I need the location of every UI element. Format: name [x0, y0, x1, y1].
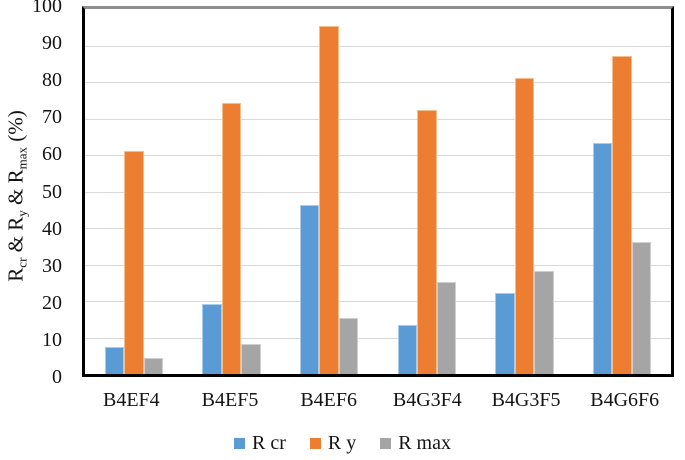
gridline-60	[85, 155, 671, 156]
x-axis-labels: B4EF4 B4EF5 B4EF6 B4G3F4 B4G3F5 B4G6F6	[82, 388, 674, 412]
gridline-80	[85, 82, 671, 83]
x-category-label-b4g3f5: B4G3F5	[491, 389, 561, 411]
bar-group-b4ef4	[85, 9, 183, 374]
gridline-70	[85, 118, 671, 120]
x-category-label-b4ef5: B4EF5	[201, 389, 259, 411]
bar-group-b4g3f5	[476, 9, 574, 374]
legend-label: R max	[398, 432, 451, 454]
bar-group-b4g6f6	[573, 9, 671, 374]
bar-r-cr-b4ef5	[202, 303, 222, 374]
legend-label: R y	[327, 432, 357, 454]
bar-r-y-b4ef4	[124, 150, 144, 374]
bar-r-max-b4ef6	[338, 317, 359, 374]
y-axis-ticks: 0 10 20 30 40 50 60 70 80 90 100	[0, 0, 70, 387]
bar-r-y-b4ef5	[221, 103, 242, 374]
y-tick-label-80: 80	[42, 69, 62, 92]
legend-marker-r-y	[309, 437, 321, 449]
gridline-50	[85, 191, 671, 193]
bar-r-max-b4g3f5	[534, 270, 554, 374]
y-tick-label-100: 100	[32, 0, 62, 17]
y-tick-label-10: 10	[42, 328, 62, 351]
bar-r-y-b4g3f4	[417, 110, 437, 374]
bar-r-max-b4ef4	[143, 358, 164, 374]
y-tick-label-60: 60	[42, 143, 62, 166]
gridline-10	[85, 337, 671, 339]
x-category-label-b4g3f4: B4G3F4	[392, 389, 462, 411]
bar-r-y-b4ef6	[319, 26, 339, 374]
gridline-30	[85, 264, 671, 266]
bar-r-max-b4g6f6	[631, 241, 652, 374]
bar-r-max-b4ef5	[241, 343, 261, 374]
y-tick-label-50: 50	[42, 180, 62, 203]
y-tick-label-30: 30	[42, 254, 62, 277]
legend-marker-r-max	[380, 437, 392, 449]
x-category-label-b4ef6: B4EF6	[300, 389, 358, 411]
legend-marker-r-cr	[233, 437, 245, 449]
y-tick-label-0: 0	[52, 366, 62, 388]
bar-r-cr-b4g3f5	[495, 292, 515, 374]
bar-r-max-b4g3f4	[436, 281, 457, 374]
gridline-90	[85, 45, 671, 47]
bar-r-y-b4g6f6	[612, 55, 632, 374]
bar-r-cr-b4g3f4	[397, 325, 418, 374]
bar-group-b4g3f4	[378, 9, 476, 374]
legend-item-r-y: R y	[309, 432, 357, 454]
gridline-20	[85, 301, 671, 302]
bar-r-cr-b4ef6	[299, 205, 320, 374]
legend-item-r-cr: R cr	[233, 432, 286, 454]
plot-area	[82, 6, 674, 377]
gridline-40	[85, 228, 671, 229]
bar-groups	[85, 9, 671, 374]
y-tick-label-70: 70	[42, 106, 62, 129]
bar-group-b4ef5	[183, 9, 281, 374]
legend-item-r-max: R max	[380, 432, 451, 454]
bar-r-cr-b4g6f6	[592, 143, 613, 374]
x-category-label-b4g6f6: B4G6F6	[590, 389, 660, 411]
legend: R cr R y R max	[0, 432, 685, 454]
bar-r-y-b4g3f5	[514, 78, 535, 374]
y-tick-label-90: 90	[42, 32, 62, 55]
y-tick-label-40: 40	[42, 217, 62, 240]
bar-r-cr-b4ef4	[104, 347, 125, 374]
y-tick-label-20: 20	[42, 291, 62, 314]
legend-label: R cr	[251, 432, 286, 454]
x-category-label-b4ef4: B4EF4	[102, 389, 160, 411]
bar-group-b4ef6	[280, 9, 378, 374]
